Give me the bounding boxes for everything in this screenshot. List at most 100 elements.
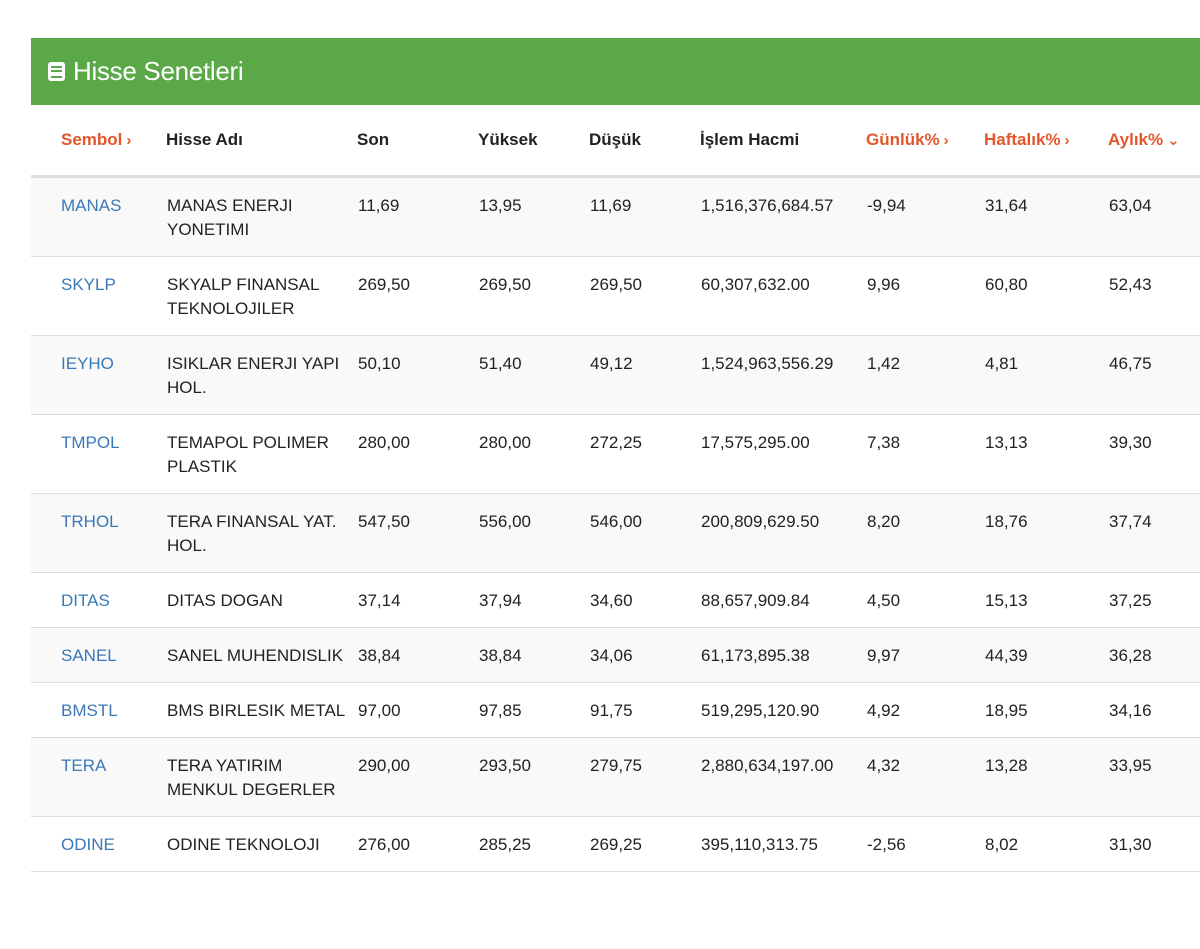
cell-sembol: TERA xyxy=(31,737,166,817)
cell-sembol: TMPOL xyxy=(31,414,166,494)
cell-haftalik: 15,13 xyxy=(984,572,1108,628)
cell-islem-hacmi: 2,880,634,197.00 xyxy=(700,737,866,817)
cell-haftalik: 13,13 xyxy=(984,414,1108,494)
cell-aylik: 39,30 xyxy=(1108,414,1200,494)
column-header-haftalik[interactable]: Haftalık% › xyxy=(984,105,1108,178)
cell-islem-hacmi: 1,524,963,556.29 xyxy=(700,335,866,415)
cell-aylik: 37,74 xyxy=(1108,493,1200,573)
cell-yuksek: 556,00 xyxy=(478,493,589,573)
cell-haftalik: 13,28 xyxy=(984,737,1108,817)
cell-sembol: BMSTL xyxy=(31,682,166,738)
symbol-link[interactable]: MANAS xyxy=(61,196,122,215)
cell-hisse-adi: SKYALP FINANSAL TEKNOLOJILER xyxy=(166,256,357,336)
symbol-link[interactable]: SANEL xyxy=(61,646,117,665)
cell-sembol: SKYLP xyxy=(31,256,166,336)
column-header-hisse-adi: Hisse Adı xyxy=(166,105,357,178)
table-row[interactable]: SKYLP SKYALP FINANSAL TEKNOLOJILER 269,50 2… xyxy=(31,256,1200,336)
cell-sembol: DITAS xyxy=(31,572,166,628)
cell-haftalik: 44,39 xyxy=(984,627,1108,683)
table-row[interactable]: DITAS DITAS DOGAN 37,14 37,94 34,60 88,657,90… xyxy=(31,572,1200,628)
symbol-link[interactable]: TERA xyxy=(61,756,107,775)
column-header-label: İşlem Hacmi xyxy=(700,130,800,149)
cell-aylik: 37,25 xyxy=(1108,572,1200,628)
cell-son: 280,00 xyxy=(357,414,478,494)
symbol-link[interactable]: TRHOL xyxy=(61,512,119,531)
chevron-right-icon: › xyxy=(1064,132,1070,149)
cell-gunluk: -2,56 xyxy=(866,816,984,872)
chevron-down-icon: ⌄ xyxy=(1167,132,1180,149)
table-row[interactable]: BMSTL BMS BIRLESIK METAL 97,00 97,85 91,75 51… xyxy=(31,682,1200,738)
symbol-link[interactable]: BMSTL xyxy=(61,701,118,720)
table-row[interactable]: TERA TERA YATIRIM MENKUL DEGERLER 290,00 29… xyxy=(31,737,1200,817)
symbol-link[interactable]: SKYLP xyxy=(61,275,116,294)
cell-haftalik: 60,80 xyxy=(984,256,1108,336)
cell-haftalik: 31,64 xyxy=(984,176,1108,257)
cell-son: 290,00 xyxy=(357,737,478,817)
cell-dusuk: 91,75 xyxy=(589,682,700,738)
symbol-link[interactable]: ODINE xyxy=(61,835,115,854)
table-row[interactable]: IEYHO ISIKLAR ENERJI YAPI HOL. 50,10 51,40 4… xyxy=(31,335,1200,415)
table-row[interactable]: TRHOL TERA FINANSAL YAT. HOL. 547,50 556,00… xyxy=(31,493,1200,573)
cell-haftalik: 18,76 xyxy=(984,493,1108,573)
column-header-sembol[interactable]: Sembol › xyxy=(31,105,166,178)
cell-hisse-adi: MANAS ENERJI YONETIMI xyxy=(166,176,357,257)
cell-dusuk: 34,06 xyxy=(589,627,700,683)
chevron-right-icon: › xyxy=(943,132,949,149)
column-header-label: Sembol xyxy=(61,130,123,149)
cell-yuksek: 37,94 xyxy=(478,572,589,628)
cell-gunluk: -9,94 xyxy=(866,176,984,257)
table-row[interactable]: TMPOL TEMAPOL POLIMER PLASTIK 280,00 280,00… xyxy=(31,414,1200,494)
cell-son: 547,50 xyxy=(357,493,478,573)
cell-haftalik: 18,95 xyxy=(984,682,1108,738)
cell-yuksek: 51,40 xyxy=(478,335,589,415)
stocks-panel: Hisse Senetleri Sembol › Hisse Adı Son Yükse… xyxy=(31,38,1200,872)
cell-islem-hacmi: 395,110,313.75 xyxy=(700,816,866,872)
cell-sembol: IEYHO xyxy=(31,335,166,415)
column-header-label: Aylık% xyxy=(1108,130,1164,149)
cell-gunluk: 9,97 xyxy=(866,627,984,683)
cell-islem-hacmi: 200,809,629.50 xyxy=(700,493,866,573)
cell-aylik: 63,04 xyxy=(1108,176,1200,257)
cell-gunluk: 4,50 xyxy=(866,572,984,628)
cell-gunluk: 7,38 xyxy=(866,414,984,494)
cell-hisse-adi: ODINE TEKNOLOJI xyxy=(166,816,357,872)
table-row[interactable]: ODINE ODINE TEKNOLOJI 276,00 285,25 269,25 39… xyxy=(31,816,1200,872)
column-header-aylik[interactable]: Aylık% ⌄ xyxy=(1108,105,1200,178)
cell-aylik: 31,30 xyxy=(1108,816,1200,872)
cell-aylik: 33,95 xyxy=(1108,737,1200,817)
cell-dusuk: 34,60 xyxy=(589,572,700,628)
cell-dusuk: 49,12 xyxy=(589,335,700,415)
column-header-label: Son xyxy=(357,130,390,149)
column-header-label: Günlük% xyxy=(866,130,940,149)
cell-aylik: 46,75 xyxy=(1108,335,1200,415)
cell-hisse-adi: SANEL MUHENDISLIK xyxy=(166,627,357,683)
table-row[interactable]: SANEL SANEL MUHENDISLIK 38,84 38,84 34,06 61,… xyxy=(31,627,1200,683)
cell-son: 50,10 xyxy=(357,335,478,415)
cell-yuksek: 280,00 xyxy=(478,414,589,494)
cell-islem-hacmi: 17,575,295.00 xyxy=(700,414,866,494)
cell-yuksek: 97,85 xyxy=(478,682,589,738)
cell-dusuk: 279,75 xyxy=(589,737,700,817)
column-header-label: Düşük xyxy=(589,130,641,149)
stocks-table: Sembol › Hisse Adı Son Yüksek Düşük İşlem Hacm… xyxy=(31,105,1200,872)
cell-hisse-adi: TEMAPOL POLIMER PLASTIK xyxy=(166,414,357,494)
column-header-gunluk[interactable]: Günlük% › xyxy=(866,105,984,178)
cell-islem-hacmi: 519,295,120.90 xyxy=(700,682,866,738)
cell-son: 37,14 xyxy=(357,572,478,628)
cell-dusuk: 11,69 xyxy=(589,176,700,257)
symbol-link[interactable]: TMPOL xyxy=(61,433,120,452)
cell-son: 38,84 xyxy=(357,627,478,683)
table-row[interactable]: MANAS MANAS ENERJI YONETIMI 11,69 13,95 11,6… xyxy=(31,176,1200,257)
symbol-link[interactable]: IEYHO xyxy=(61,354,114,373)
cell-gunluk: 9,96 xyxy=(866,256,984,336)
symbol-link[interactable]: DITAS xyxy=(61,591,110,610)
cell-aylik: 52,43 xyxy=(1108,256,1200,336)
cell-sembol: SANEL xyxy=(31,627,166,683)
book-icon xyxy=(48,62,65,81)
chevron-right-icon: › xyxy=(126,132,132,149)
cell-gunluk: 1,42 xyxy=(866,335,984,415)
cell-yuksek: 269,50 xyxy=(478,256,589,336)
cell-dusuk: 269,25 xyxy=(589,816,700,872)
column-header-label: Hisse Adı xyxy=(166,130,243,149)
cell-sembol: MANAS xyxy=(31,176,166,257)
